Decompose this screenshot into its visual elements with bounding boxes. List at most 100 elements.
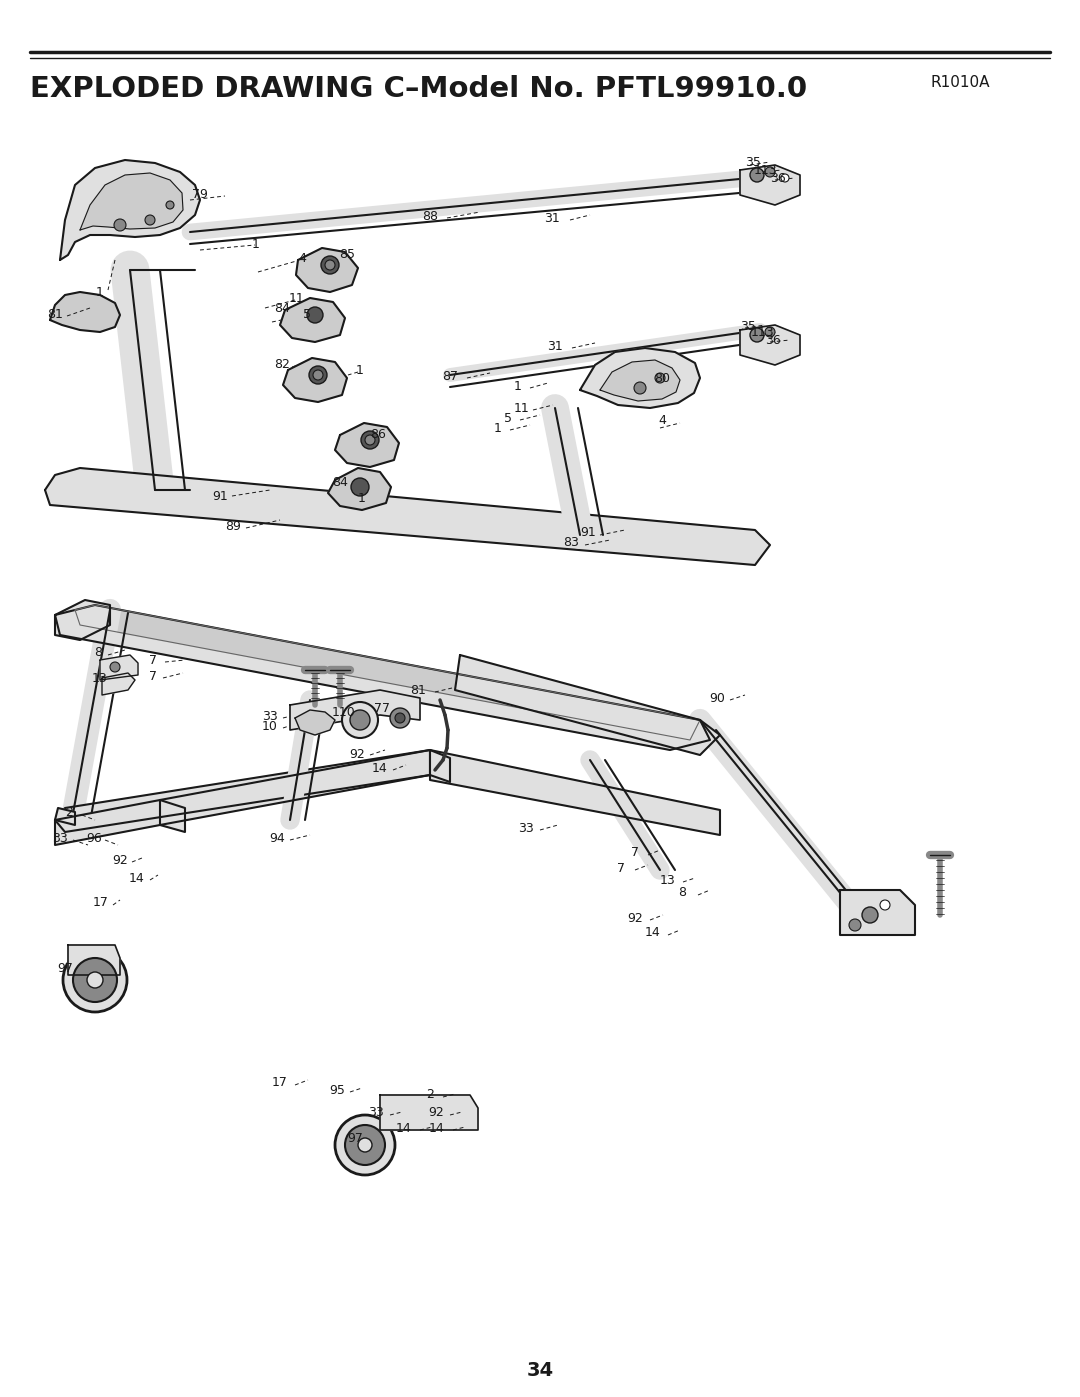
Text: 33: 33 (518, 821, 534, 834)
Circle shape (325, 260, 335, 270)
Text: 113: 113 (751, 327, 773, 339)
Text: 14: 14 (373, 763, 388, 775)
Text: 77: 77 (374, 703, 390, 715)
Text: 1: 1 (356, 363, 364, 377)
Text: 8: 8 (678, 887, 686, 900)
Circle shape (63, 949, 127, 1011)
Polygon shape (55, 599, 110, 640)
Text: 31: 31 (544, 211, 559, 225)
Polygon shape (55, 750, 430, 833)
Circle shape (365, 434, 375, 446)
Text: 33: 33 (262, 711, 278, 724)
Text: 80: 80 (654, 372, 670, 384)
Circle shape (73, 958, 117, 1002)
Polygon shape (50, 292, 120, 332)
Circle shape (351, 478, 369, 496)
Polygon shape (280, 298, 345, 342)
Circle shape (321, 256, 339, 274)
Circle shape (313, 370, 323, 380)
Text: 110: 110 (333, 705, 356, 718)
Text: 10: 10 (262, 721, 278, 733)
Text: 85: 85 (339, 247, 355, 260)
Text: 7: 7 (631, 847, 639, 859)
Polygon shape (340, 483, 380, 497)
Polygon shape (55, 605, 710, 750)
Circle shape (750, 328, 764, 342)
Text: 2: 2 (65, 806, 73, 820)
Text: EXPLODED DRAWING C–Model No. PFTL99910.0: EXPLODED DRAWING C–Model No. PFTL99910.0 (30, 75, 807, 103)
Text: 81: 81 (410, 685, 426, 697)
Polygon shape (80, 173, 183, 231)
Circle shape (634, 381, 646, 394)
Text: 91: 91 (580, 527, 596, 539)
Polygon shape (160, 750, 450, 826)
Circle shape (357, 1139, 372, 1153)
Polygon shape (295, 710, 335, 735)
Text: 35: 35 (740, 320, 756, 332)
Polygon shape (55, 807, 75, 826)
Text: 91: 91 (212, 490, 228, 503)
Text: 14: 14 (645, 926, 661, 940)
Text: 113: 113 (753, 163, 777, 176)
Polygon shape (335, 423, 399, 467)
Circle shape (395, 712, 405, 724)
Polygon shape (380, 1095, 478, 1130)
Text: 14: 14 (429, 1122, 445, 1134)
Polygon shape (430, 750, 720, 835)
Circle shape (880, 900, 890, 909)
Text: 5: 5 (504, 412, 512, 425)
Text: 11: 11 (289, 292, 305, 305)
Text: 95: 95 (329, 1084, 345, 1097)
Polygon shape (740, 165, 800, 205)
Circle shape (335, 1115, 395, 1175)
Polygon shape (840, 890, 915, 935)
Text: 4: 4 (658, 415, 666, 427)
Circle shape (849, 919, 861, 930)
Text: 94: 94 (269, 831, 285, 845)
Text: 92: 92 (627, 911, 643, 925)
Circle shape (765, 168, 775, 177)
Text: 96: 96 (86, 831, 102, 845)
Text: R1010A: R1010A (930, 75, 989, 89)
Text: 33: 33 (52, 831, 68, 845)
Circle shape (654, 373, 665, 383)
Text: 82: 82 (274, 359, 289, 372)
Polygon shape (100, 655, 138, 680)
Circle shape (750, 168, 764, 182)
Polygon shape (283, 358, 347, 402)
Polygon shape (291, 690, 420, 731)
Circle shape (361, 432, 379, 448)
Text: 7: 7 (617, 862, 625, 875)
Circle shape (110, 662, 120, 672)
Text: 7: 7 (149, 655, 157, 668)
Text: 17: 17 (272, 1076, 288, 1088)
Circle shape (342, 703, 378, 738)
Text: 89: 89 (225, 521, 241, 534)
Text: 92: 92 (349, 747, 365, 760)
Circle shape (166, 201, 174, 210)
Text: 1: 1 (96, 285, 104, 299)
Text: 36: 36 (770, 172, 786, 184)
Polygon shape (580, 348, 700, 408)
Text: 86: 86 (370, 427, 386, 440)
Circle shape (390, 708, 410, 728)
Text: 11: 11 (514, 401, 530, 415)
Text: 84: 84 (274, 302, 289, 314)
Circle shape (145, 215, 156, 225)
Text: 87: 87 (442, 370, 458, 384)
Text: 33: 33 (368, 1106, 383, 1119)
Text: 5: 5 (303, 307, 311, 320)
Polygon shape (296, 249, 357, 292)
Circle shape (87, 972, 103, 988)
Text: 92: 92 (112, 854, 127, 866)
Text: 81: 81 (48, 309, 63, 321)
Text: 2: 2 (427, 1088, 434, 1101)
Polygon shape (55, 800, 185, 845)
Polygon shape (328, 468, 391, 510)
Circle shape (345, 1125, 384, 1165)
Polygon shape (102, 673, 135, 694)
Text: 1: 1 (359, 492, 366, 504)
Circle shape (307, 307, 323, 323)
Text: 84: 84 (332, 475, 348, 489)
Text: 13: 13 (660, 873, 676, 887)
